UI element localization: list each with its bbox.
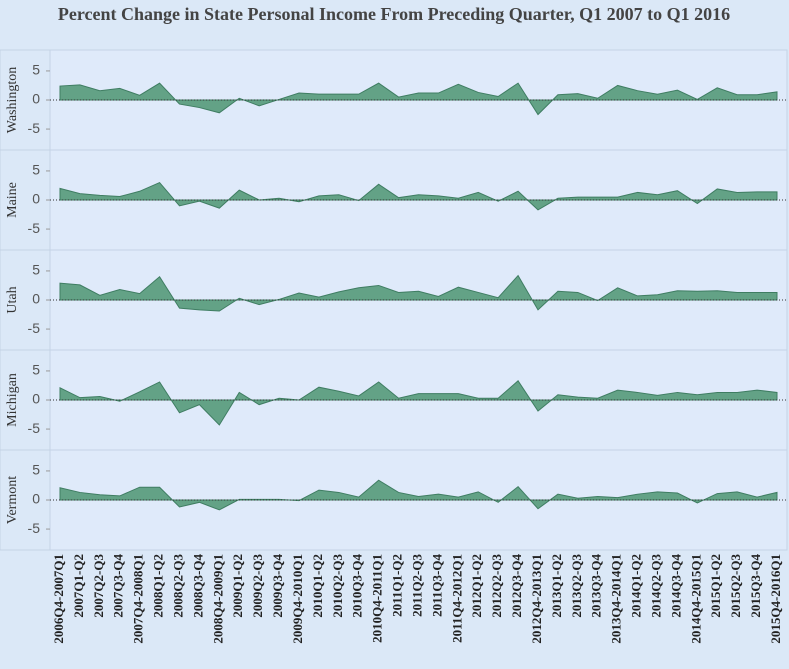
- x-tick-label: 2008Q4-2009Q1: [210, 554, 225, 644]
- y-tick-label: 0: [32, 191, 40, 207]
- x-tick-label: 2015Q1-Q2: [708, 554, 723, 618]
- x-tick-label: 2009Q3-Q4: [270, 554, 285, 618]
- x-tick-label: 2015Q4-2016Q1: [768, 554, 783, 644]
- x-tick-label: 2013Q3-Q4: [589, 554, 604, 618]
- y-tick-label: -5: [28, 120, 41, 136]
- x-tick-label: 2012Q1-Q2: [469, 554, 484, 618]
- y-tick-label: 0: [32, 91, 40, 107]
- panel-label-strip: [0, 449, 51, 551]
- y-tick-label: 5: [32, 262, 40, 278]
- x-tick-label: 2014Q1-Q2: [629, 554, 644, 618]
- panel-label-strip: [0, 349, 51, 451]
- y-tick-label: 5: [32, 462, 40, 478]
- x-tick-label: 2007Q4-2008Q1: [131, 554, 146, 644]
- x-tick-label: 2014Q4-2015Q1: [688, 554, 703, 644]
- x-tick-label: 2013Q2-Q3: [569, 554, 584, 618]
- x-tick-label: 2015Q3-Q4: [748, 554, 763, 618]
- x-tick-label: 2008Q1-Q2: [151, 554, 166, 618]
- x-tick-label: 2011Q3-Q4: [429, 554, 444, 617]
- x-tick-label: 2014Q3-Q4: [668, 554, 683, 618]
- x-tick-label: 2007Q2-Q3: [91, 554, 106, 618]
- panel-label: Washington: [5, 67, 20, 134]
- x-tick-label: 2007Q1-Q2: [71, 554, 86, 618]
- area: [59, 82, 778, 116]
- y-tick-label: -5: [28, 320, 41, 336]
- area: [59, 479, 778, 511]
- x-tick-label: 2009Q1-Q2: [230, 554, 245, 618]
- x-tick-label: 2013Q4-2014Q1: [609, 554, 624, 644]
- x-tick-label: 2009Q4-2010Q1: [290, 554, 305, 644]
- x-tick-label: 2013Q1-Q2: [549, 554, 564, 618]
- x-tick-label: 2010Q2-Q3: [330, 554, 345, 618]
- x-tick-label: 2009Q2-Q3: [250, 554, 265, 618]
- y-tick-label: -5: [28, 420, 41, 436]
- y-tick-label: -5: [28, 220, 41, 236]
- y-tick-label: 0: [32, 391, 40, 407]
- x-tick-label: 2011Q1-Q2: [390, 554, 405, 617]
- x-tick-label: 2010Q4-2011Q1: [370, 554, 385, 643]
- panel-label: Utah: [5, 286, 20, 313]
- panel-label: Michigan: [5, 373, 20, 427]
- x-tick-label: 2008Q3-Q4: [190, 554, 205, 618]
- x-tick-label: 2006Q4-2007Q1: [51, 554, 66, 644]
- y-tick-label: 0: [32, 491, 40, 507]
- y-tick-label: 5: [32, 62, 40, 78]
- x-tick-label: 2010Q1-Q2: [310, 554, 325, 618]
- area: [59, 380, 778, 426]
- x-tick-label: 2012Q3-Q4: [509, 554, 524, 618]
- x-tick-label: 2012Q2-Q3: [489, 554, 504, 618]
- y-tick-label: 5: [32, 162, 40, 178]
- y-tick-label: 5: [32, 362, 40, 378]
- x-tick-label: 2015Q2-Q3: [728, 554, 743, 618]
- area: [59, 181, 778, 211]
- x-tick-label: 2014Q2-Q3: [648, 554, 663, 618]
- x-tick-label: 2011Q2-Q3: [409, 554, 424, 617]
- panel-label: Maine: [5, 182, 20, 218]
- y-tick-label: -5: [28, 520, 41, 536]
- area: [59, 274, 778, 312]
- x-tick-label: 2011Q4-2012Q1: [449, 554, 464, 643]
- x-tick-label: 2012Q4-2013Q1: [529, 554, 544, 644]
- x-tick-label: 2010Q3-Q4: [350, 554, 365, 618]
- chart-title: Percent Change in State Personal Income …: [58, 4, 730, 24]
- x-tick-label: 2007Q3-Q4: [111, 554, 126, 618]
- x-tick-label: 2008Q2-Q3: [170, 554, 185, 618]
- panel-label: Vermont: [5, 476, 20, 524]
- y-tick-label: 0: [32, 291, 40, 307]
